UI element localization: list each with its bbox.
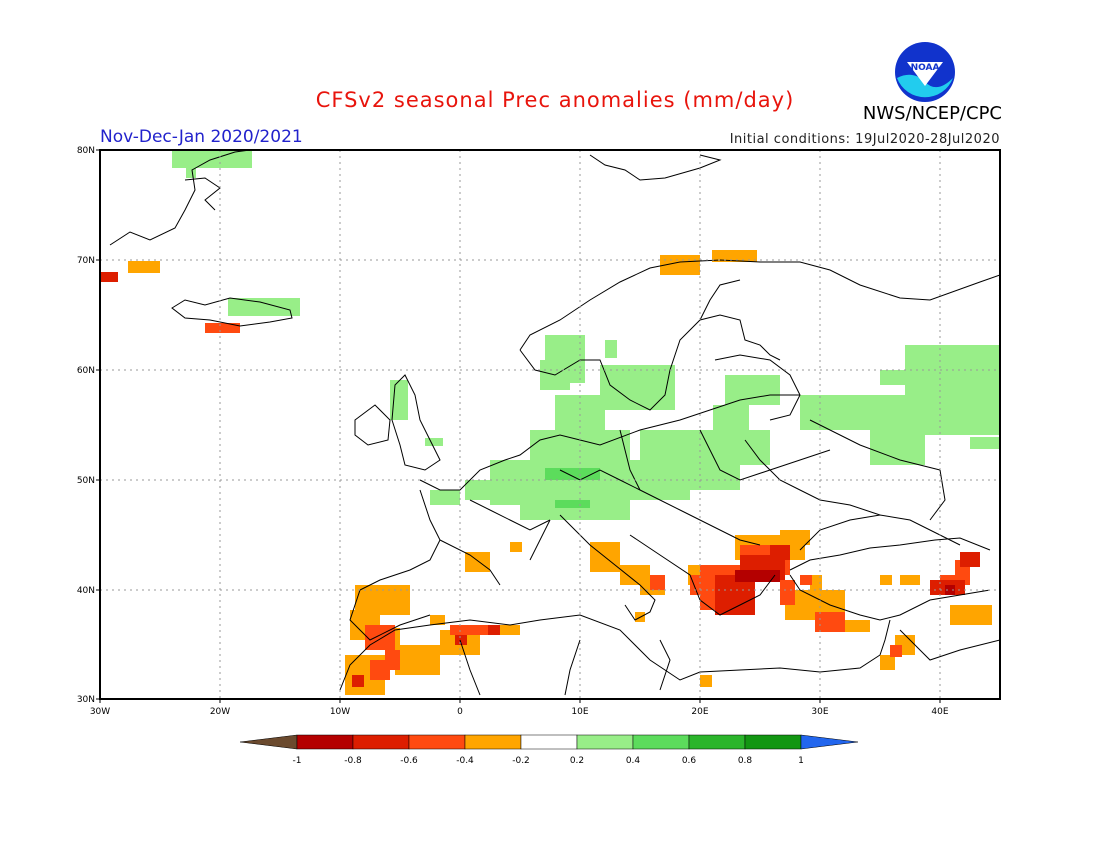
legend-swatch <box>464 734 522 750</box>
legend-tick-label: 0.2 <box>570 756 584 766</box>
map-gridlines <box>100 150 1000 699</box>
initial-conditions-label: Initial conditions: 19Jul2020-28Jul2020 <box>729 132 1000 147</box>
logo-text: NOAA <box>911 63 940 73</box>
lat-tick-label: 40N <box>77 586 95 596</box>
map-frame <box>99 149 1001 700</box>
legend-arrow-low <box>239 734 298 750</box>
lat-tick-label: 80N <box>77 146 95 156</box>
legend-tick-label: -1 <box>293 756 302 766</box>
legend-swatch <box>688 734 746 750</box>
legend-swatch <box>576 734 634 750</box>
legend-swatch <box>352 734 410 750</box>
legend-arrow-high <box>800 734 859 750</box>
legend-tick-label: 0.8 <box>738 756 753 766</box>
lat-tick-label: 70N <box>77 256 95 266</box>
legend-tick-label: 1 <box>798 756 804 766</box>
lon-tick-label: 10W <box>330 707 350 717</box>
legend-tick-label: -0.8 <box>344 756 362 766</box>
legend-swatch <box>520 734 578 750</box>
season-label: Nov-Dec-Jan 2020/2021 <box>100 127 303 147</box>
legend-tick-label: -0.6 <box>400 756 418 766</box>
legend-tick-label: 0.4 <box>626 756 641 766</box>
lon-tick-label: 20E <box>691 707 708 717</box>
lon-tick-label: 30W <box>90 707 110 717</box>
anomaly-cells <box>100 150 1000 696</box>
legend-swatch <box>744 734 802 750</box>
lon-tick-label: 10E <box>571 707 588 717</box>
legend-tick-label: -0.4 <box>456 756 474 766</box>
legend-swatch <box>296 734 354 750</box>
legend-tick-label: -0.2 <box>512 756 530 766</box>
noaa-logo: NOAA <box>895 42 955 102</box>
agency-label: NWS/NCEP/CPC <box>862 103 1002 124</box>
lon-tick-label: 40E <box>931 707 948 717</box>
color-legend: -1 -0.8 -0.6 -0.4 -0.2 0.2 0.4 0.6 0.8 1 <box>239 734 859 766</box>
lat-tick-label: 50N <box>77 476 95 486</box>
lon-tick-label: 30E <box>811 707 828 717</box>
legend-swatch <box>632 734 690 750</box>
legend-tick-label: 0.6 <box>682 756 697 766</box>
legend-swatch <box>408 734 466 750</box>
coastlines <box>109 150 1000 696</box>
chart-title: CFSv2 seasonal Prec anomalies (mm/day) <box>315 88 795 112</box>
lat-tick-label: 60N <box>77 366 95 376</box>
lat-tick-label: 30N <box>77 695 95 705</box>
lon-tick-label: 0 <box>457 707 463 717</box>
lon-tick-label: 20W <box>210 707 230 717</box>
